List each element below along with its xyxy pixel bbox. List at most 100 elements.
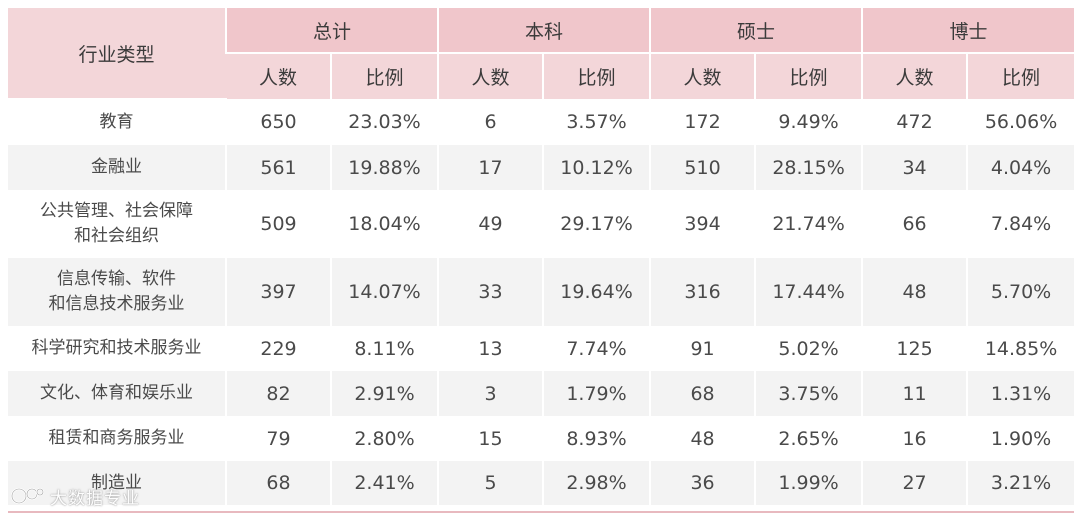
ratio-cell: 2.91% [329, 371, 439, 416]
industry-line: 和信息技术服务业 [48, 294, 185, 314]
industry-distribution-table-wrap: 行业类型 总计 本科 硕士 博士 人数 比例 人数 比例 人数 比例 人数 比例… [8, 8, 1075, 505]
ratio-cell: 56.06% [966, 99, 1075, 145]
industry-line: 金融业 [91, 157, 142, 177]
count-cell: 650 [225, 99, 331, 145]
table-row: 科学研究和技术服务业 229 8.11% 13 7.74% 91 5.02% 125 14.85… [8, 326, 1075, 371]
table-bottom-rule [8, 511, 1074, 513]
table-row: 租赁和商务服务业 79 2.80% 15 8.93% 48 2.65% 16 1.90% [8, 416, 1075, 461]
count-cell: 68 [649, 371, 756, 416]
count-cell: 397 [225, 258, 331, 326]
ratio-cell: 1.79% [542, 371, 651, 416]
industry-line: 教育 [99, 112, 134, 132]
count-cell: 16 [861, 416, 968, 461]
ratio-cell: 2.98% [542, 461, 651, 505]
industry-cell: 金融业 [8, 145, 226, 190]
count-cell: 33 [437, 258, 544, 326]
group-header-total: 总计 [224, 8, 439, 54]
watermark: 大数据专业 [10, 483, 140, 509]
industry-cell: 文化、体育和娱乐业 [8, 371, 226, 416]
industry-line: 公共管理、社会保障 [40, 201, 193, 221]
count-cell: 509 [225, 190, 331, 258]
table-row: 制造业 68 2.41% 5 2.98% 36 1.99% 27 3.21% [8, 461, 1075, 505]
ratio-cell: 17.44% [754, 258, 863, 326]
count-cell: 48 [861, 258, 968, 326]
count-cell: 15 [437, 416, 544, 461]
ratio-column-header: 比例 [966, 53, 1075, 99]
ratio-cell: 21.74% [754, 190, 863, 258]
ratio-cell: 18.04% [329, 190, 439, 258]
industry-line: 信息传输、软件 [57, 269, 176, 289]
ratio-cell: 3.75% [754, 371, 863, 416]
ratio-column-header: 比例 [329, 53, 439, 99]
ratio-cell: 1.99% [754, 461, 863, 505]
ratio-cell: 1.90% [966, 416, 1075, 461]
group-header-bachelor: 本科 [437, 8, 651, 54]
ratio-cell: 3.21% [966, 461, 1075, 505]
table-row: 文化、体育和娱乐业 82 2.91% 3 1.79% 68 3.75% 11 1.31% [8, 371, 1075, 416]
industry-cell: 制造业 [8, 461, 226, 505]
ratio-cell: 5.02% [754, 326, 863, 371]
table-row: 信息传输、软件 和信息技术服务业 397 14.07% 33 19.64% 316 17.44… [8, 258, 1075, 326]
count-cell: 561 [225, 145, 331, 190]
count-cell: 229 [225, 326, 331, 371]
watermark-text: 大数据专业 [50, 488, 140, 509]
count-cell: 394 [649, 190, 756, 258]
count-cell: 49 [437, 190, 544, 258]
group-header-doctor: 博士 [861, 8, 1075, 54]
count-column-header: 人数 [226, 53, 331, 99]
watermark-logo-icon [10, 485, 44, 507]
ratio-cell: 23.03% [329, 99, 439, 145]
count-cell: 79 [225, 416, 331, 461]
ratio-cell: 4.04% [966, 145, 1075, 190]
count-cell: 17 [437, 145, 544, 190]
ratio-column-header: 比例 [754, 53, 863, 99]
count-cell: 13 [437, 326, 544, 371]
group-header-master: 硕士 [649, 8, 863, 54]
count-cell: 6 [437, 99, 544, 145]
ratio-cell: 9.49% [754, 99, 863, 145]
table-row: 金融业 561 19.88% 17 10.12% 510 28.15% 34 4.04% [8, 145, 1075, 190]
ratio-cell: 3.57% [542, 99, 651, 145]
industry-line: 科学研究和技术服务业 [31, 338, 202, 358]
ratio-cell: 19.88% [329, 145, 439, 190]
ratio-cell: 2.80% [329, 416, 439, 461]
count-cell: 5 [437, 461, 544, 505]
ratio-cell: 28.15% [754, 145, 863, 190]
ratio-cell: 2.41% [329, 461, 439, 505]
ratio-cell: 8.11% [329, 326, 439, 371]
ratio-cell: 29.17% [542, 190, 651, 258]
ratio-cell: 14.07% [329, 258, 439, 326]
table-row: 教育 650 23.03% 6 3.57% 172 9.49% 472 56.06% [8, 99, 1075, 145]
count-cell: 91 [649, 326, 756, 371]
ratio-cell: 19.64% [542, 258, 651, 326]
industry-line: 租赁和商务服务业 [48, 428, 185, 448]
ratio-cell: 7.74% [542, 326, 651, 371]
ratio-column-header: 比例 [542, 53, 651, 99]
ratio-cell: 14.85% [966, 326, 1075, 371]
ratio-cell: 2.65% [754, 416, 863, 461]
count-column-header: 人数 [649, 53, 756, 99]
count-cell: 472 [861, 99, 968, 145]
count-column-header: 人数 [861, 53, 968, 99]
table-row: 公共管理、社会保障 和社会组织 509 18.04% 49 29.17% 394 21.74%… [8, 190, 1075, 258]
count-cell: 68 [225, 461, 331, 505]
count-cell: 172 [649, 99, 756, 145]
count-cell: 34 [861, 145, 968, 190]
industry-cell: 教育 [8, 99, 226, 145]
count-cell: 36 [649, 461, 756, 505]
table-body: 教育 650 23.03% 6 3.57% 172 9.49% 472 56.06% 金融业 561… [8, 99, 1075, 505]
count-cell: 11 [861, 371, 968, 416]
count-column-header: 人数 [437, 53, 544, 99]
ratio-cell: 8.93% [542, 416, 651, 461]
industry-cell: 科学研究和技术服务业 [8, 326, 226, 371]
ratio-cell: 5.70% [966, 258, 1075, 326]
industry-line: 文化、体育和娱乐业 [40, 383, 193, 403]
industry-cell: 公共管理、社会保障 和社会组织 [8, 190, 226, 258]
industry-line: 制造业 [91, 472, 142, 493]
count-cell: 48 [649, 416, 756, 461]
count-cell: 66 [861, 190, 968, 258]
count-cell: 3 [437, 371, 544, 416]
count-cell: 82 [225, 371, 331, 416]
table-header: 行业类型 总计 本科 硕士 博士 人数 比例 人数 比例 人数 比例 人数 比例 [8, 8, 1075, 100]
industry-cell: 租赁和商务服务业 [8, 416, 226, 461]
